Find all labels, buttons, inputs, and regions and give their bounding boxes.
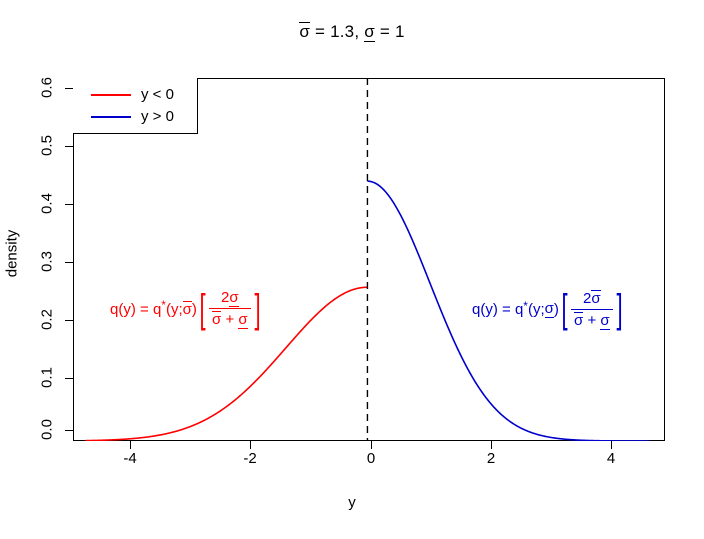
x-tick-mark <box>491 441 493 449</box>
x-tick-mark <box>250 441 252 449</box>
formula-left-bracket-open: [ <box>199 286 206 331</box>
x-tick-label: 0 <box>366 450 376 467</box>
y-tick-mark <box>65 320 73 322</box>
x-tick-label: -4 <box>123 450 137 467</box>
legend-swatch-red <box>91 94 131 96</box>
y-tick-mark <box>65 88 73 90</box>
formula-left-q: q <box>152 300 162 318</box>
x-tick-mark <box>611 441 613 449</box>
formula-left-num-sigma-under: σ <box>229 289 239 307</box>
formula-right-q: q <box>514 301 524 319</box>
title-eq-1: = <box>315 22 326 41</box>
formula-right-lhs: q(y) <box>472 301 498 319</box>
title-sigma-under: σ <box>364 22 375 42</box>
annotation-formula-positive: q(y) = q * (y; σ ) [ 2σ σ + σ ] <box>472 290 625 330</box>
formula-right-fraction: 2σ σ + σ <box>571 290 613 330</box>
formula-left-bracket-close: ] <box>254 286 261 331</box>
y-tick-mark <box>65 204 73 206</box>
title-comma: , <box>354 22 360 41</box>
formula-right-den-plus: + <box>587 311 597 329</box>
formula-right-denominator: σ + σ <box>571 308 613 330</box>
y-tick-mark <box>65 262 73 264</box>
x-tick-mark <box>130 441 132 449</box>
formula-right-star: * <box>523 298 528 313</box>
formula-right-arg-sigma-under: σ <box>544 300 554 319</box>
formula-left-lhs: q(y) <box>110 300 136 318</box>
formula-left-arg-open: (y; <box>165 300 183 318</box>
x-tick-label: 2 <box>486 450 496 467</box>
legend-swatch-blue <box>91 116 131 118</box>
title-eq-2: = <box>379 22 390 41</box>
formula-right-den-sigma-bar: σ <box>574 311 584 329</box>
y-tick-mark <box>65 430 73 432</box>
y-tick-label: 0.1 <box>38 367 56 388</box>
plot-frame <box>73 78 665 441</box>
density-curve-positive <box>367 180 650 441</box>
x-axis-title: y <box>348 494 356 511</box>
title-sigma-bar-value: 1.3 <box>330 22 355 41</box>
formula-left-denominator: σ + σ <box>209 307 251 329</box>
y-tick-label: 0.2 <box>38 309 56 330</box>
formula-right-num-sigma-bar: σ <box>591 290 601 307</box>
chart-title: σ = 1.3, σ = 1 <box>0 22 704 42</box>
formula-right-bracket-open: [ <box>561 287 568 332</box>
formula-left-star: * <box>161 298 166 313</box>
title-sigma-bar: σ <box>299 22 311 41</box>
formula-left-arg-close: ) <box>191 300 197 318</box>
formula-left-numerator: 2σ <box>221 289 239 307</box>
y-tick-label: 0.4 <box>38 193 56 214</box>
y-tick-label: 0.6 <box>38 77 56 98</box>
formula-left-den-sigma-bar: σ <box>212 310 222 328</box>
legend-item-negative: y < 0 <box>73 84 198 106</box>
x-tick-label: -2 <box>243 450 257 467</box>
formula-left-den-plus: + <box>225 310 235 328</box>
formula-right-den-sigma-under: σ <box>600 311 610 330</box>
density-curve-negative <box>85 286 368 441</box>
y-tick-mark <box>65 146 73 148</box>
x-tick-mark <box>371 441 373 449</box>
y-tick-label: 0.5 <box>38 135 56 156</box>
formula-right-arg-open: (y; <box>527 301 545 319</box>
formula-left-den-sigma-under: σ <box>238 310 248 329</box>
legend-label-negative: y < 0 <box>141 86 174 103</box>
legend: y < 0 y > 0 <box>73 78 198 134</box>
legend-label-positive: y > 0 <box>141 108 174 125</box>
formula-right-eq: = <box>502 301 511 319</box>
annotation-formula-negative: q(y) = q * (y; σ ) [ 2σ σ + σ ] <box>110 286 263 331</box>
formula-right-arg-close: ) <box>553 301 559 319</box>
y-tick-mark <box>65 378 73 380</box>
y-tick-label: 0.3 <box>38 251 56 272</box>
formula-right-numerator: 2σ <box>583 290 601 307</box>
formula-right-bracket-close: ] <box>616 287 623 332</box>
y-tick-label: 0.0 <box>38 419 56 440</box>
title-sigma-under-value: 1 <box>394 22 405 41</box>
legend-item-positive: y > 0 <box>73 106 198 128</box>
y-axis-title: density <box>3 229 21 278</box>
formula-left-fraction: 2σ σ + σ <box>209 289 251 329</box>
formula-left-arg-sigma-bar: σ <box>182 300 192 318</box>
formula-left-eq: = <box>140 300 149 318</box>
plot-curves <box>85 78 650 441</box>
x-tick-label: 4 <box>606 450 616 467</box>
